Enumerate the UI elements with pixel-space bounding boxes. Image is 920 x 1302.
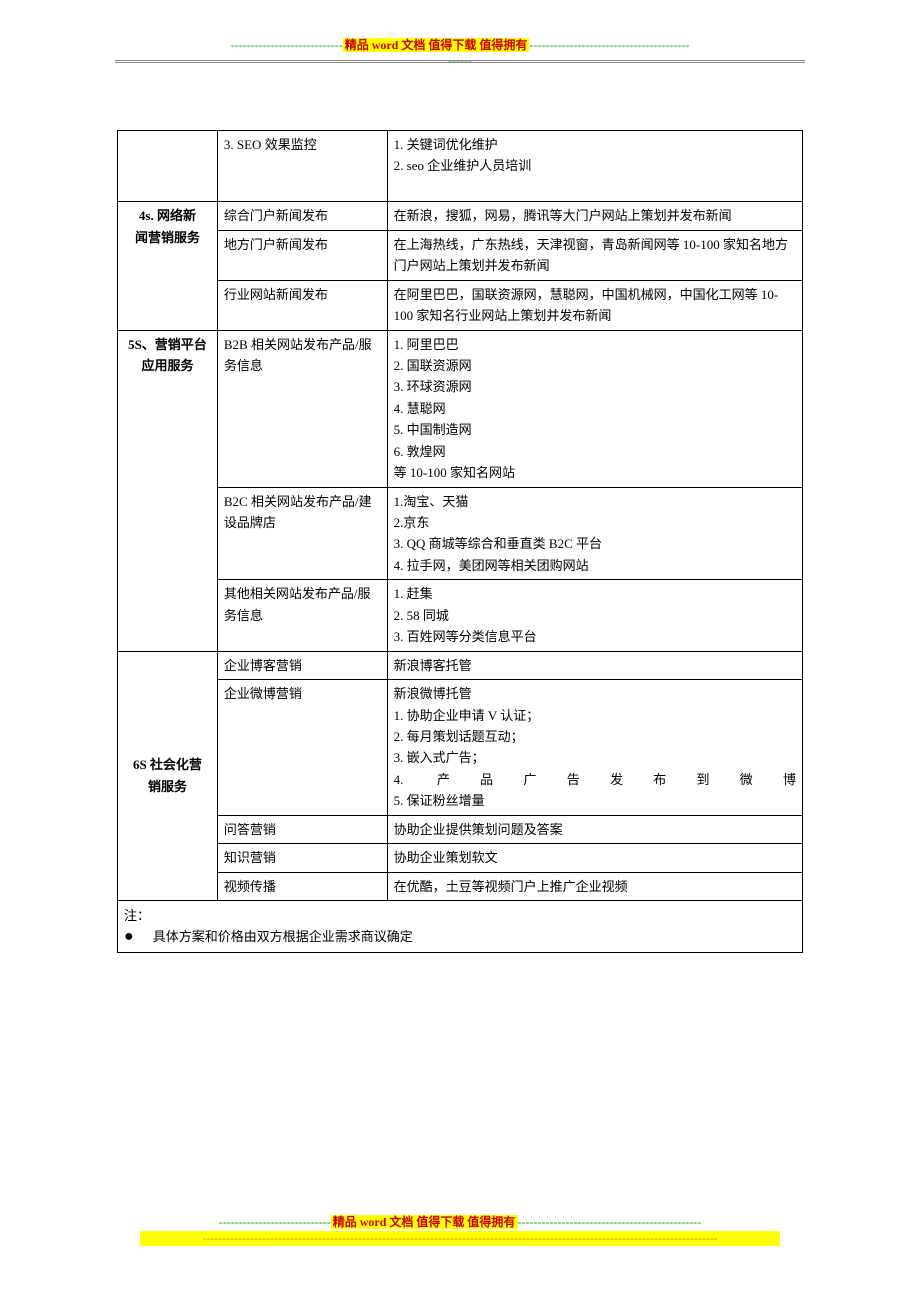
text-line: 2. 国联资源网 xyxy=(394,355,796,376)
text-line: 4. 拉手网，美团网等相关团购网站 xyxy=(394,555,796,576)
text-line: 1. 关键词优化维护 xyxy=(394,134,796,155)
cell-seo-details: 1. 关键词优化维护 2. seo 企业维护人员培训 xyxy=(387,131,802,202)
title-line: 5S、营销平台 xyxy=(124,334,211,355)
text-line: 2. seo 企业维护人员培训 xyxy=(394,155,796,176)
note-line2-wrap: ● 具体方案和价格由双方根据企业需求商议确定 xyxy=(124,926,796,947)
cell-video-spread: 视频传播 xyxy=(217,872,387,900)
cell-knowledge-marketing-detail: 协助企业策划软文 xyxy=(387,844,802,872)
header-dashes-left: ---------------------------- xyxy=(231,38,343,52)
table-row-note: 注： ● 具体方案和价格由双方根据企业需求商议确定 xyxy=(118,901,803,953)
cell-portal-news-detail: 在新浪，搜狐，网易，腾讯等大门户网站上策划并发布新闻 xyxy=(387,202,802,230)
footer-highlight-text: 精品 word 文档 值得下载 值得拥有 xyxy=(331,1215,518,1229)
cell-section-6s: 6S 社会化营 销服务 xyxy=(118,651,218,900)
header-banner: ----------------------------精品 word 文档 值… xyxy=(230,36,690,68)
cell-knowledge-marketing: 知识营销 xyxy=(217,844,387,872)
cell-section-4s: 4s. 网络新 闻营销服务 xyxy=(118,202,218,330)
table-row: 6S 社会化营 销服务 企业博客营销 新浪博客托管 xyxy=(118,651,803,679)
text-line: 等 10-100 家知名网站 xyxy=(394,462,796,483)
cell-weibo-marketing-detail: 新浪微博托管 1. 协助企业申请 V 认证； 2. 每月策划话题互动； 3. 嵌… xyxy=(387,680,802,816)
text-line: 2. 每月策划话题互动； xyxy=(394,726,796,747)
table-row: 行业网站新闻发布 在阿里巴巴，国联资源网，慧聪网，中国机械网，中国化工网等 10… xyxy=(118,280,803,330)
title-line: 6S 社会化营 xyxy=(124,754,211,775)
footer-banner-2: ----------------------------------------… xyxy=(140,1231,780,1246)
text-line: 3. 环球资源网 xyxy=(394,376,796,397)
header-highlight-text: 精品 word 文档 值得下载 值得拥有 xyxy=(343,38,530,52)
table-row: 3. SEO 效果监控 1. 关键词优化维护 2. seo 企业维护人员培训 xyxy=(118,131,803,202)
text-line: 4. 慧聪网 xyxy=(394,398,796,419)
title-line: 闻营销服务 xyxy=(124,227,211,248)
text-line: 1.淘宝、天猫 xyxy=(394,491,796,512)
cell-b2b: B2B 相关网站发布产品/服务信息 xyxy=(217,330,387,487)
cell-weibo-marketing: 企业微博营销 xyxy=(217,680,387,816)
cell-industry-news-detail: 在阿里巴巴，国联资源网，慧聪网，中国机械网，中国化工网等 10-100 家知名行… xyxy=(387,280,802,330)
table-row: B2C 相关网站发布产品/建设品牌店 1.淘宝、天猫 2.京东 3. QQ 商城… xyxy=(118,487,803,580)
cell-section-5s: 5S、营销平台 应用服务 xyxy=(118,330,218,651)
cell-qa-marketing: 问答营销 xyxy=(217,815,387,843)
footer-dashes-left: ---------------------------- xyxy=(219,1215,331,1229)
bullet-icon: ● xyxy=(124,928,140,945)
text-line: 2. 58 同城 xyxy=(394,605,796,626)
note-line2: 具体方案和价格由双方根据企业需求商议确定 xyxy=(153,929,413,944)
text-line: 6. 敦煌网 xyxy=(394,441,796,462)
table-row: 4s. 网络新 闻营销服务 综合门户新闻发布 在新浪，搜狐，网易，腾讯等大门户网… xyxy=(118,202,803,230)
cell-b2c: B2C 相关网站发布产品/建设品牌店 xyxy=(217,487,387,580)
cell-other-sites: 其他相关网站发布产品/服务信息 xyxy=(217,580,387,651)
title-line: 4s. 网络新 xyxy=(124,205,211,226)
cell-portal-news: 综合门户新闻发布 xyxy=(217,202,387,230)
cell-industry-news: 行业网站新闻发布 xyxy=(217,280,387,330)
footer-banner-1: ----------------------------精品 word 文档 值… xyxy=(219,1213,701,1230)
cell-b2c-detail: 1.淘宝、天猫 2.京东 3. QQ 商城等综合和垂直类 B2C 平台 4. 拉… xyxy=(387,487,802,580)
table-row: 视频传播 在优酷，土豆等视频门户上推广企业视频 xyxy=(118,872,803,900)
header-underline xyxy=(115,60,805,63)
text-line: 4. 产品广告发布到微博 xyxy=(394,769,796,790)
text-line: 3. QQ 商城等综合和垂直类 B2C 平台 xyxy=(394,533,796,554)
text-line: 新浪微博托管 xyxy=(394,683,796,704)
cell-other-sites-detail: 1. 赶集 2. 58 同城 3. 百姓网等分类信息平台 xyxy=(387,580,802,651)
text-line: 1. 赶集 xyxy=(394,583,796,604)
cell-b2b-detail: 1. 阿里巴巴 2. 国联资源网 3. 环球资源网 4. 慧聪网 5. 中国制造… xyxy=(387,330,802,487)
text-line: 3. 嵌入式广告； xyxy=(394,747,796,768)
cell-local-news-detail: 在上海热线，广东热线，天津视窗，青岛新闻网等 10-100 家知名地方门户网站上… xyxy=(387,230,802,280)
text-line: 2.京东 xyxy=(394,512,796,533)
cell-seo-monitor: 3. SEO 效果监控 xyxy=(217,131,387,202)
table-row: 其他相关网站发布产品/服务信息 1. 赶集 2. 58 同城 3. 百姓网等分类… xyxy=(118,580,803,651)
cell-qa-marketing-detail: 协助企业提供策划问题及答案 xyxy=(387,815,802,843)
footer-dashes-right: ----------------------------------------… xyxy=(517,1215,701,1229)
cell-blank xyxy=(118,131,218,202)
text-line: 5. 中国制造网 xyxy=(394,419,796,440)
table-row: 企业微博营销 新浪微博托管 1. 协助企业申请 V 认证； 2. 每月策划话题互… xyxy=(118,680,803,816)
cell-local-news: 地方门户新闻发布 xyxy=(217,230,387,280)
cell-note: 注： ● 具体方案和价格由双方根据企业需求商议确定 xyxy=(118,901,803,953)
text-line: 5. 保证粉丝增量 xyxy=(394,790,796,811)
text-line xyxy=(394,177,796,198)
text-line: 1. 阿里巴巴 xyxy=(394,334,796,355)
cell-video-spread-detail: 在优酷，土豆等视频门户上推广企业视频 xyxy=(387,872,802,900)
table-row: 5S、营销平台 应用服务 B2B 相关网站发布产品/服务信息 1. 阿里巴巴 2… xyxy=(118,330,803,487)
table-row: 问答营销 协助企业提供策划问题及答案 xyxy=(118,815,803,843)
table-row: 地方门户新闻发布 在上海热线，广东热线，天津视窗，青岛新闻网等 10-100 家… xyxy=(118,230,803,280)
note-line1: 注： xyxy=(124,905,796,926)
text-line: 1. 协助企业申请 V 认证； xyxy=(394,705,796,726)
services-table: 3. SEO 效果监控 1. 关键词优化维护 2. seo 企业维护人员培训 4… xyxy=(117,130,803,953)
cell-blog-marketing-detail: 新浪博客托管 xyxy=(387,651,802,679)
cell-blog-marketing: 企业博客营销 xyxy=(217,651,387,679)
title-line: 应用服务 xyxy=(124,355,211,376)
table-row: 知识营销 协助企业策划软文 xyxy=(118,844,803,872)
title-line: 销服务 xyxy=(124,776,211,797)
text-line: 3. 百姓网等分类信息平台 xyxy=(394,626,796,647)
